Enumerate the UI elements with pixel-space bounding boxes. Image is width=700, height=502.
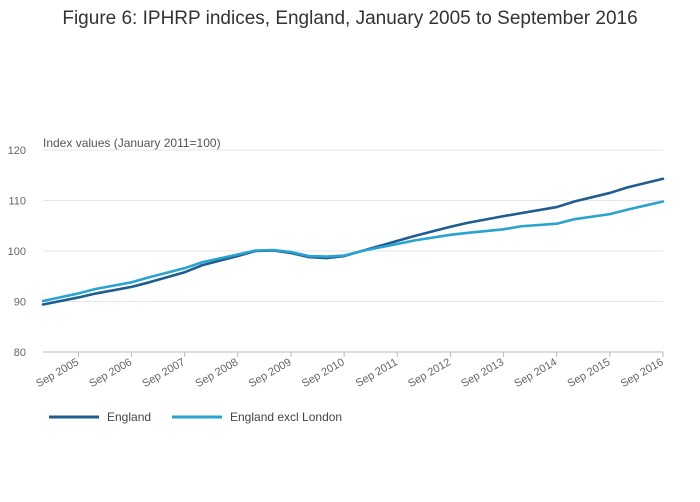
series-line-1 <box>41 200 665 303</box>
x-tick-label: Sep 2011 <box>354 356 400 390</box>
x-tick-label: Sep 2016 <box>619 356 666 390</box>
y-axis-ticks: 80 90 100 110 120 <box>8 145 26 359</box>
y-tick-label: 80 <box>14 347 26 359</box>
x-tick-label: Sep 2005 <box>34 356 81 390</box>
x-tick-label: Sep 2010 <box>300 356 347 390</box>
y-tick-label: 120 <box>8 145 26 157</box>
chart-title: Figure 6: IPHRP indices, England, Januar… <box>62 8 637 29</box>
x-tick-label: Sep 2009 <box>247 356 294 390</box>
y-axis-label: Index values (January 2011=100) <box>43 136 221 150</box>
x-tick-label: Sep 2006 <box>87 356 134 390</box>
x-tick-label: Sep 2008 <box>194 356 241 390</box>
legend-label-0: England <box>107 410 151 424</box>
x-axis-ticks: Sep 2005 Sep 2006 Sep 2007 Sep 2008 Sep 2009… <box>34 352 666 390</box>
x-tick-label: Sep 2013 <box>459 356 506 390</box>
x-tick-label: Sep 2012 <box>406 356 453 390</box>
x-tick-label: Sep 2015 <box>566 356 613 390</box>
y-tick-label: 110 <box>8 196 26 208</box>
legend-label-1: England excl London <box>230 410 342 424</box>
series-lines <box>41 177 665 306</box>
gridlines <box>43 149 663 353</box>
series-line-0 <box>41 177 665 306</box>
y-tick-label: 100 <box>8 246 26 258</box>
x-tick-label: Sep 2014 <box>512 356 559 390</box>
y-tick-label: 90 <box>14 297 26 309</box>
legend: England England excl London <box>49 410 342 424</box>
x-tick-label: Sep 2007 <box>140 356 187 390</box>
